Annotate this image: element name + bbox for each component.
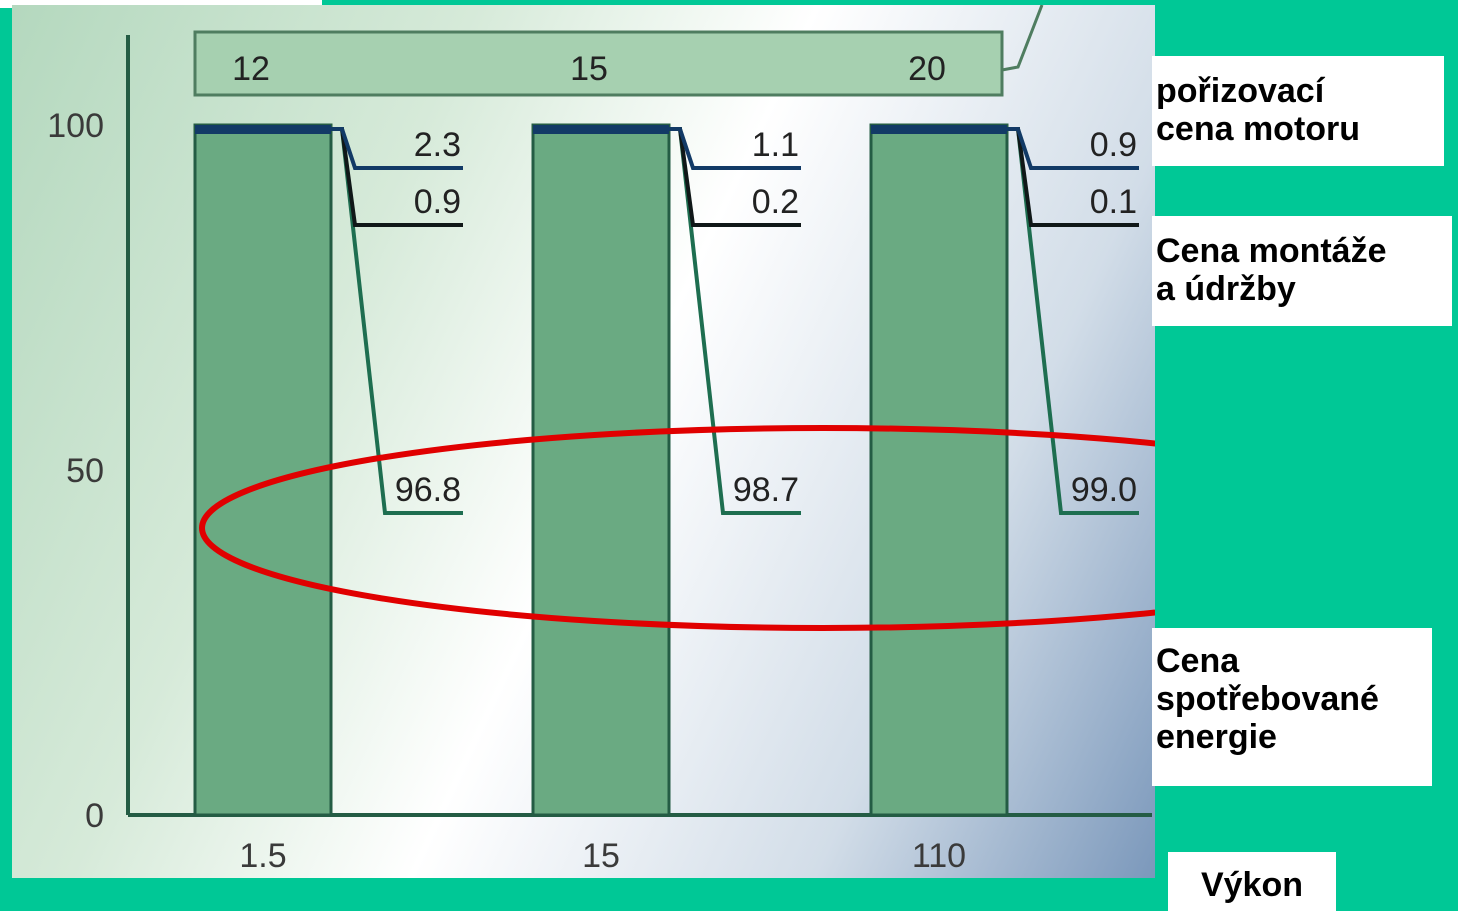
data-label: 0.1	[1090, 183, 1137, 221]
data-label: 98.7	[733, 471, 799, 509]
top-value-label: 20	[908, 50, 946, 88]
y-tick-label: 0	[85, 797, 104, 835]
series-connector-line	[1006, 127, 1139, 170]
legend-cost-motor-text: pořizovací cena motoru	[1156, 72, 1361, 148]
data-label: 1.1	[752, 126, 799, 164]
y-tick-label: 50	[66, 452, 104, 490]
highlight-ellipse	[199, 425, 1447, 631]
legend-cost-energy: Cena spotřebované energie	[1152, 628, 1432, 786]
top-value-label: 15	[570, 50, 608, 88]
x-tick-label: 1.5	[239, 837, 286, 875]
y-tick-label: 100	[47, 107, 104, 145]
series-connector-line	[330, 127, 463, 170]
x-tick-label: 15	[582, 837, 620, 875]
top-values-connector	[1001, 4, 1044, 72]
legend-cost-install-text: Cena montáže a údržby	[1156, 232, 1387, 308]
bar	[531, 123, 671, 817]
bar	[869, 123, 1009, 817]
chart-svg: 0 50 100 12 1.5 96.8 0.9 2.3 15 15 98.7 0.2 1.1 20 110…	[47, 4, 1447, 875]
data-label: 0.9	[1090, 126, 1137, 164]
top-edge-strip	[0, 0, 322, 8]
axis-label-power-text: Výkon	[1200, 866, 1304, 904]
data-label: 0.9	[414, 183, 461, 221]
top-value-label: 12	[232, 50, 270, 88]
series-connector-line	[668, 127, 801, 170]
bar-top-band	[195, 125, 331, 134]
chart-panel: 0 50 100 12 1.5 96.8 0.9 2.3 15 15 98.7 0.2 1.1 20 110…	[12, 4, 1447, 878]
bar-top-band	[871, 125, 1007, 134]
data-label: 96.8	[395, 471, 461, 509]
top-values-box	[193, 30, 1004, 97]
data-label: 99.0	[1071, 471, 1137, 509]
data-label: 0.2	[752, 183, 799, 221]
x-tick-label: 110	[912, 837, 966, 875]
legend-cost-motor: pořizovací cena motoru	[1152, 56, 1444, 166]
data-label: 2.3	[414, 126, 461, 164]
legend-cost-install: Cena montáže a údržby	[1152, 216, 1452, 326]
bar-top-band	[533, 125, 669, 134]
legend-cost-energy-text: Cena spotřebované energie	[1156, 642, 1379, 756]
axis-label-power: Výkon	[1168, 852, 1336, 911]
